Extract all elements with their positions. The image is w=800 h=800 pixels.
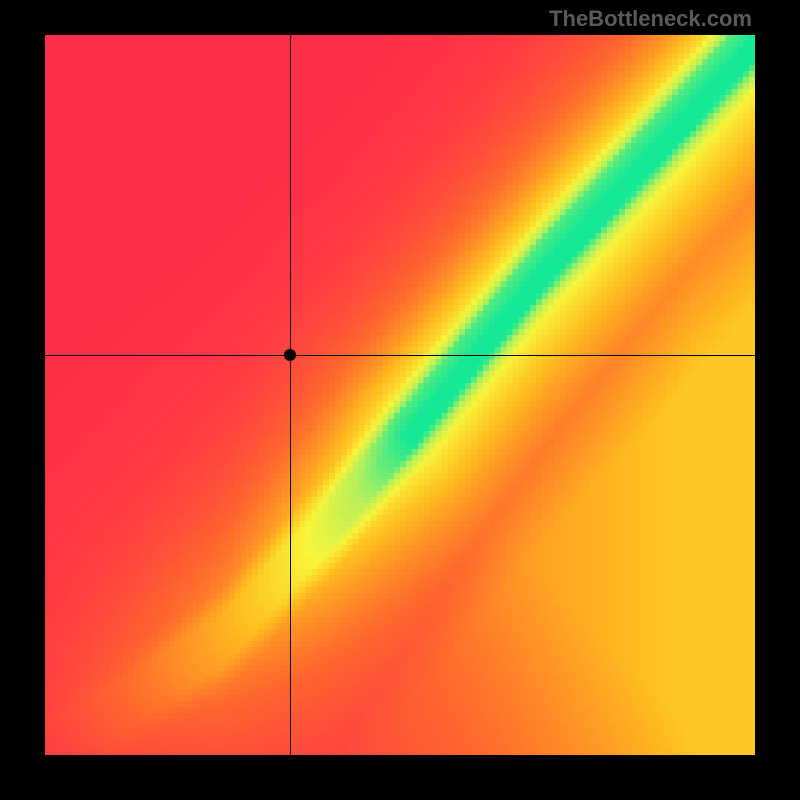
crosshair-vertical bbox=[290, 35, 291, 755]
heatmap-canvas bbox=[45, 35, 755, 755]
watermark-text: TheBottleneck.com bbox=[549, 6, 752, 32]
chart-container: TheBottleneck.com bbox=[0, 0, 800, 800]
marker-dot bbox=[284, 349, 296, 361]
crosshair-horizontal bbox=[45, 355, 755, 356]
plot-area bbox=[45, 35, 755, 755]
